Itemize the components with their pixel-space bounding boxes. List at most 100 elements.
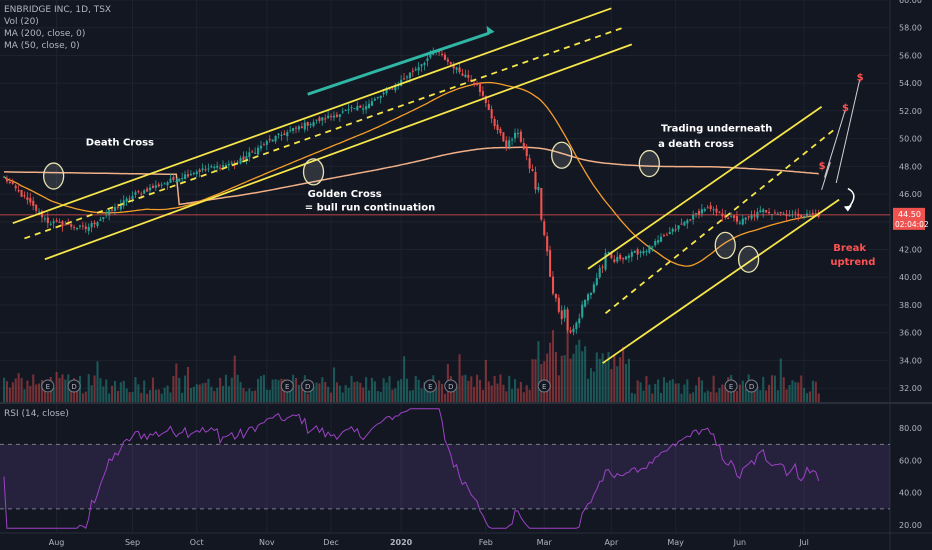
candle	[195, 171, 198, 175]
candle	[102, 217, 105, 219]
candle	[654, 241, 657, 246]
indicator-vol: Vol (20)	[4, 17, 39, 27]
volume-bar	[695, 385, 698, 402]
candle	[362, 108, 365, 110]
volume-bar	[443, 393, 447, 402]
volume-bar	[350, 375, 353, 402]
candle	[61, 221, 64, 227]
volume-bar	[762, 376, 765, 402]
candle	[674, 229, 677, 231]
break-arrow	[847, 187, 855, 210]
candle	[727, 218, 730, 220]
price-tick-label: 48.00	[899, 162, 922, 171]
candle	[648, 245, 651, 253]
candle	[683, 221, 686, 226]
volume-bar	[613, 354, 616, 402]
volume-bar	[204, 382, 207, 402]
volume-bar	[146, 393, 149, 402]
candle	[692, 214, 695, 220]
candle	[569, 330, 572, 333]
candle	[762, 209, 765, 213]
volume-bar	[163, 387, 166, 402]
candle	[703, 208, 706, 211]
volume-bar	[794, 382, 797, 402]
candle	[84, 226, 87, 230]
volume-bar	[265, 389, 268, 402]
volume-bar	[306, 393, 309, 402]
last-price-badge	[893, 207, 925, 230]
candle	[309, 124, 312, 126]
candle	[589, 292, 593, 295]
volume-bar	[262, 374, 265, 402]
volume-bar	[370, 377, 374, 402]
uptrend-arrow	[307, 31, 490, 96]
candle	[245, 156, 248, 160]
candle	[204, 169, 207, 171]
volume-bar	[192, 386, 195, 402]
time-tick-label: Oct	[190, 538, 204, 547]
time-tick-label: Aug	[49, 538, 65, 547]
volume-bar	[686, 379, 689, 402]
volume-bar	[81, 393, 84, 402]
candle	[32, 200, 35, 206]
volume-bar	[84, 391, 87, 402]
volume-bar	[379, 391, 382, 402]
candle	[519, 131, 522, 142]
volume-bar	[23, 389, 26, 402]
price-tick-label: 60.00	[899, 0, 922, 5]
candle	[432, 52, 435, 55]
event-marker-label: D	[305, 383, 310, 391]
golden-cross-sublabel: = bull run continuation	[305, 203, 435, 214]
candle	[116, 206, 119, 208]
volume-bar	[356, 381, 359, 402]
candle	[321, 117, 324, 121]
candle	[595, 277, 598, 285]
volume-bar	[347, 387, 350, 402]
volume-bar	[403, 356, 406, 402]
volume-bar	[251, 391, 254, 402]
candle	[368, 103, 371, 109]
volume-bar	[201, 383, 204, 402]
candle	[306, 122, 309, 126]
volume-bar	[452, 390, 455, 402]
volume-bar	[318, 383, 321, 402]
candle	[274, 135, 277, 142]
candle	[700, 209, 703, 214]
volume-bar	[654, 383, 657, 402]
volume-bar	[712, 375, 715, 402]
volume-bar	[297, 384, 301, 402]
candle	[315, 119, 318, 121]
candle	[461, 73, 464, 76]
volume-bar	[814, 381, 817, 402]
candle	[735, 216, 739, 222]
candle	[259, 145, 263, 149]
event-marker-label: D	[749, 383, 754, 391]
golden-cross-circle	[302, 158, 325, 186]
candle	[592, 284, 595, 293]
volume-bar	[362, 387, 365, 402]
volume-bar	[470, 376, 473, 402]
candle	[297, 126, 301, 130]
volume-bar	[616, 366, 619, 402]
candle	[695, 212, 698, 214]
price-tick-label: 58.00	[899, 24, 922, 33]
candle	[765, 210, 768, 213]
volume-bar	[636, 380, 639, 402]
volume-bar	[46, 393, 49, 402]
volume-bar	[420, 388, 423, 402]
volume-bar	[315, 382, 318, 402]
candle	[455, 67, 458, 70]
candle	[613, 259, 616, 262]
volume-bar	[52, 387, 55, 402]
price-tick-label: 54.00	[899, 79, 922, 88]
candle	[113, 207, 117, 211]
rsi-legend: RSI (14, close)	[4, 408, 69, 420]
candle	[286, 131, 289, 137]
volume-bar	[800, 375, 803, 402]
candle	[662, 235, 666, 237]
candle	[17, 190, 20, 192]
candle	[642, 251, 645, 254]
candle	[499, 129, 502, 134]
volume-bar	[140, 392, 143, 402]
